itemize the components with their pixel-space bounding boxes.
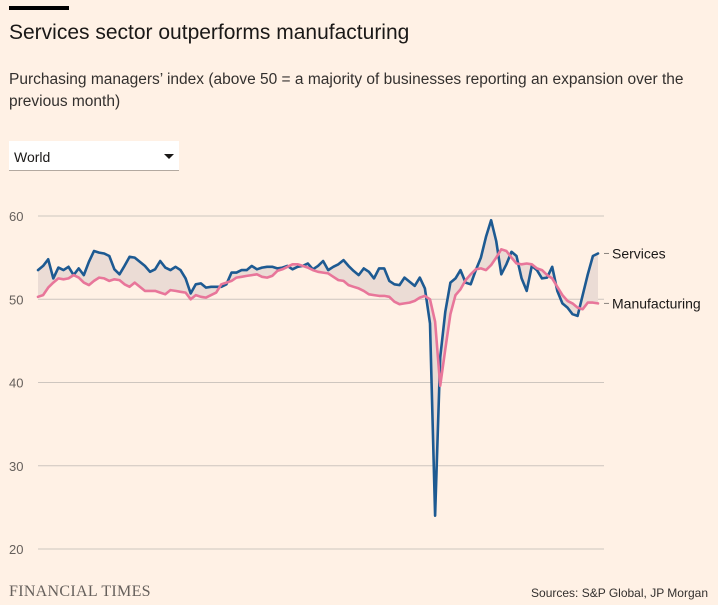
series-labels: Services Manufacturing bbox=[604, 245, 701, 311]
pmi-line-chart: 60 50 40 30 20 Services Manufacturing bbox=[9, 209, 701, 557]
chart-subtitle: Purchasing managers’ index (above 50 = a… bbox=[9, 71, 684, 110]
ft-top-bar bbox=[9, 6, 69, 10]
manufacturing-line bbox=[36, 248, 600, 388]
chart-title: Services sector outperforms manufacturin… bbox=[9, 21, 410, 44]
y-tick-label-30: 30 bbox=[9, 459, 23, 474]
y-axis-ticks: 60 50 40 30 20 bbox=[9, 209, 23, 557]
series-lines bbox=[36, 218, 600, 517]
y-tick-label-40: 40 bbox=[9, 376, 23, 391]
source-note: Sources: S&P Global, JP Morgan bbox=[531, 586, 708, 600]
gridlines bbox=[38, 215, 604, 550]
ft-logo: FINANCIAL TIMES bbox=[9, 583, 151, 600]
y-tick-label-20: 20 bbox=[9, 542, 23, 557]
y-tick-label-60: 60 bbox=[9, 209, 23, 224]
y-tick-label-50: 50 bbox=[9, 292, 23, 307]
chevron-down-icon bbox=[164, 154, 174, 159]
services-label: Services bbox=[612, 245, 666, 261]
manufacturing-label: Manufacturing bbox=[612, 295, 701, 311]
region-dropdown[interactable]: World bbox=[9, 141, 179, 171]
services-line bbox=[36, 218, 600, 517]
region-dropdown-value: World bbox=[14, 149, 51, 165]
